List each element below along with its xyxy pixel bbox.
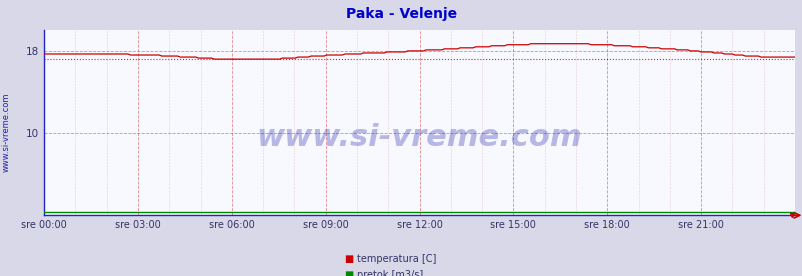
Text: www.si-vreme.com: www.si-vreme.com [2,93,11,172]
Text: ■: ■ [343,270,353,276]
Text: ■: ■ [343,254,353,264]
Text: temperatura [C]: temperatura [C] [357,254,436,264]
Text: Paka - Velenje: Paka - Velenje [346,7,456,21]
Text: www.si-vreme.com: www.si-vreme.com [257,123,581,152]
Text: pretok [m3/s]: pretok [m3/s] [357,270,423,276]
